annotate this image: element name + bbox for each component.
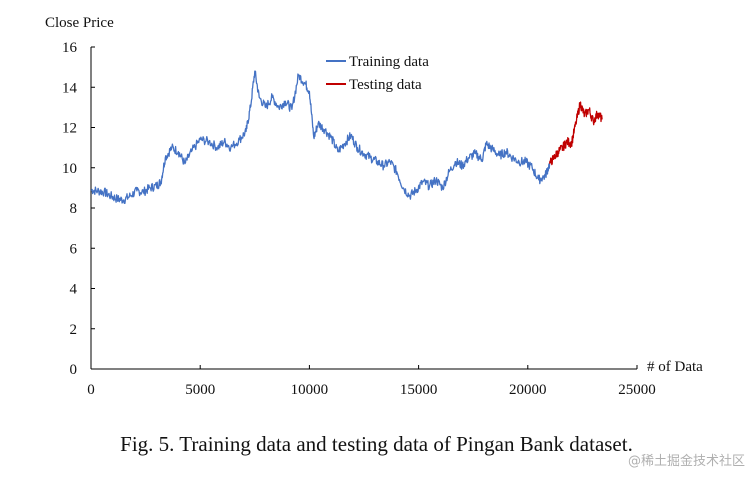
y-axis-label: Close Price bbox=[45, 15, 114, 31]
line-chart: 0 2 4 6 8 10 12 14 16 0 5000 10000 15000 20000 25000 Cl… bbox=[45, 15, 703, 398]
y-tick-label: 12 bbox=[62, 121, 77, 137]
y-tick-label: 8 bbox=[70, 201, 78, 217]
x-tick-label: 25000 bbox=[618, 382, 656, 398]
y-tick-label: 6 bbox=[70, 241, 78, 257]
axes: 0 2 4 6 8 10 12 14 16 0 5000 10000 15000 20000 25000 Cl… bbox=[45, 15, 703, 398]
legend-entry: Testing data bbox=[349, 77, 422, 93]
x-tick-label: 10000 bbox=[291, 382, 329, 398]
y-tick-label: 10 bbox=[62, 161, 77, 177]
figure-caption: Fig. 5. Training data and testing data o… bbox=[120, 432, 633, 456]
legend-entry: Training data bbox=[349, 54, 429, 70]
x-tick-label: 5000 bbox=[185, 382, 215, 398]
series-layer bbox=[90, 70, 603, 205]
series-line-testing bbox=[548, 101, 603, 166]
x-tick-label: 15000 bbox=[400, 382, 438, 398]
y-tick-label: 0 bbox=[70, 362, 78, 378]
x-tick-label: 20000 bbox=[509, 382, 547, 398]
x-axis-label: # of Data bbox=[647, 359, 703, 375]
y-tick-label: 2 bbox=[70, 322, 78, 338]
x-tick-label: 0 bbox=[87, 382, 95, 398]
y-tick-label: 16 bbox=[62, 40, 78, 56]
legend: Training data Testing data bbox=[326, 54, 429, 93]
series-line-training bbox=[90, 70, 551, 205]
watermark: @稀土掘金技术社区 bbox=[627, 454, 745, 469]
y-tick-label: 4 bbox=[70, 282, 78, 298]
y-tick-label: 14 bbox=[62, 80, 78, 96]
